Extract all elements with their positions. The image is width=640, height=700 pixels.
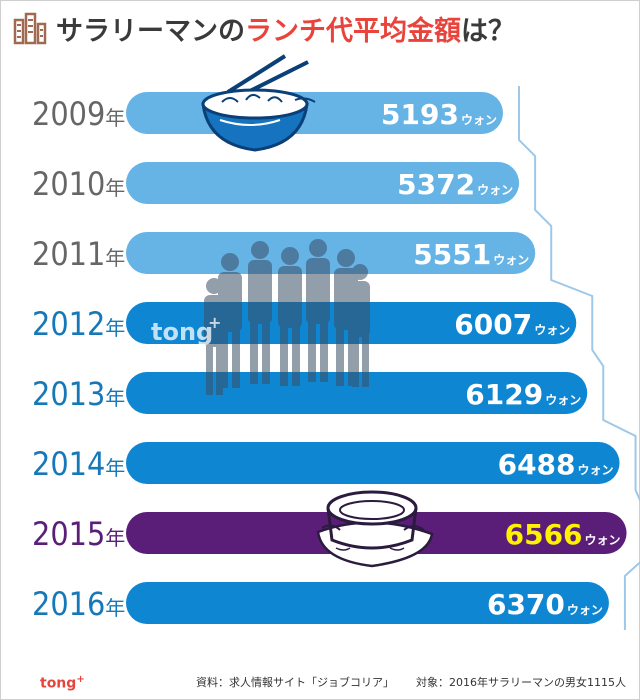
bar-2014 xyxy=(126,442,620,484)
stew-pot-illustration xyxy=(316,490,434,568)
title-part-3: は？ xyxy=(461,15,515,47)
category-label: 2016年 xyxy=(32,585,125,623)
category-label: 2015年 xyxy=(32,515,125,553)
value-label: 6007 ウォン xyxy=(454,308,570,341)
bar-2016 xyxy=(126,582,609,624)
title-part-1: サラリーマンの xyxy=(56,15,245,47)
category-label: 2014年 xyxy=(32,445,125,483)
footer-source-note: 資料：求人情報サイト「ジョブコリア」 対象：2016年サラリーマンの男女1115人 xyxy=(196,674,626,690)
chart-title: サラリーマンのランチ代平均金額は？ xyxy=(56,9,515,48)
tong-watermark: tong + xyxy=(151,313,221,346)
category-label: 2009年 xyxy=(32,95,125,133)
bar-2010 xyxy=(126,162,520,204)
category-label: 2012年 xyxy=(32,305,125,343)
watermark-plus: + xyxy=(208,313,221,332)
bar-2013 xyxy=(126,372,588,414)
footer-logo-text: tong xyxy=(40,675,77,692)
value-label: 5193 ウォン xyxy=(381,98,497,131)
watermark-text: tong xyxy=(151,318,213,346)
target-text: 対象：2016年サラリーマンの男女1115人 xyxy=(416,676,626,689)
footer-logo: tong+ xyxy=(40,674,85,692)
category-label: 2011年 xyxy=(32,235,125,273)
trend-line xyxy=(518,86,640,630)
noodle-bowl-illustration xyxy=(201,54,316,152)
header: サラリーマンのランチ代平均金額は？ xyxy=(12,8,515,48)
value-label: 5551 ウォン xyxy=(413,238,529,271)
crowd-silhouette-illustration xyxy=(204,239,370,395)
title-part-2: ランチ代平均金額 xyxy=(245,15,461,47)
category-label: 2013年 xyxy=(32,375,125,413)
building-icon xyxy=(13,12,47,45)
value-label: 6488 ウォン xyxy=(498,448,614,481)
value-label: 6566 ウォン xyxy=(505,518,621,551)
footer-logo-plus: + xyxy=(76,674,85,685)
value-label: 6129 ウォン xyxy=(465,378,581,411)
source-text: 資料：求人情報サイト「ジョブコリア」 xyxy=(196,676,394,689)
value-label: 5372 ウォン xyxy=(397,168,513,201)
value-label: 6370 ウォン xyxy=(487,588,603,621)
category-label: 2010年 xyxy=(32,165,125,203)
